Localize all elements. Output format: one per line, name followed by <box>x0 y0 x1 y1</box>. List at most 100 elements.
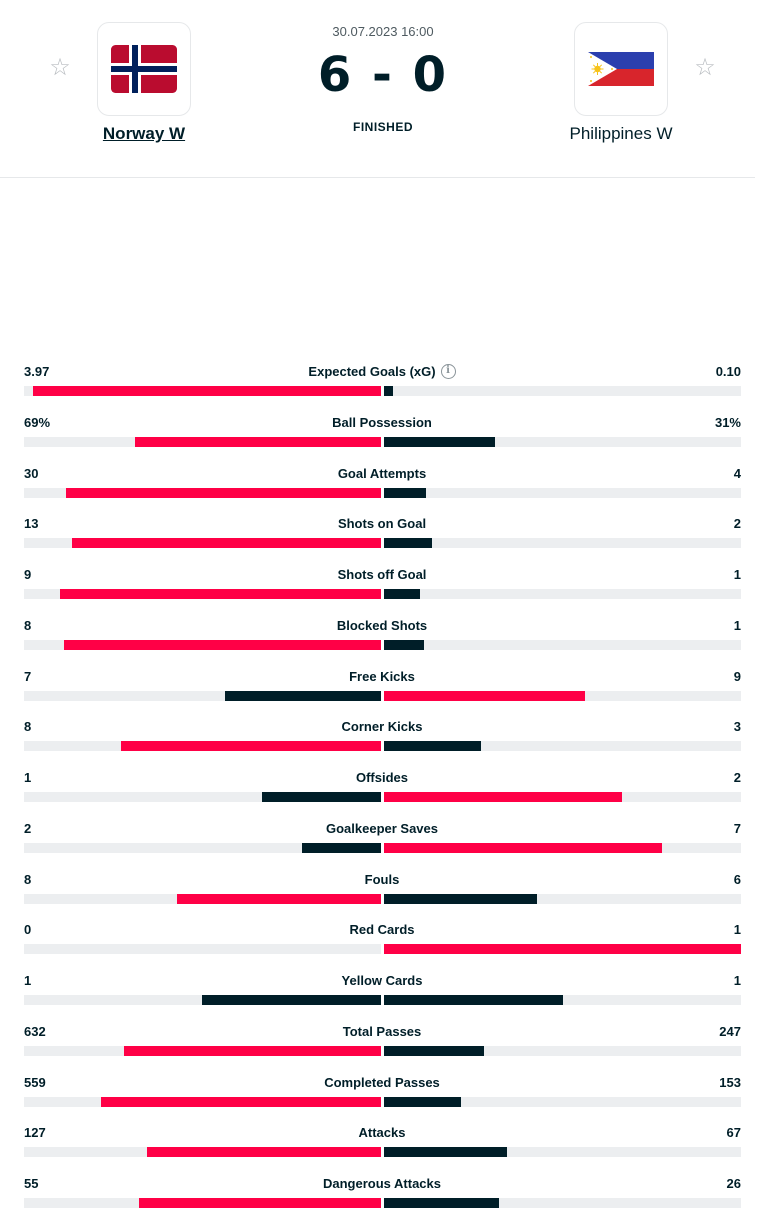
stat-away-value: 3 <box>733 719 741 735</box>
stat-row: 13 Shots on Goal 2 <box>24 514 741 565</box>
stat-row: 30 Goal Attempts 4 <box>24 464 741 515</box>
stat-track-home <box>24 690 381 701</box>
stat-label: Ball Possession <box>182 415 582 430</box>
stat-home-value: 1 <box>24 770 32 785</box>
stat-label-text: Expected Goals (xG) <box>308 364 436 379</box>
stat-home-value: 55 <box>24 1176 39 1191</box>
stat-home-value: 127 <box>24 1125 46 1141</box>
stat-track-home <box>24 995 381 1005</box>
stat-home-value: 1 <box>24 973 32 988</box>
favorite-star-icon-home[interactable]: ☆ <box>49 54 71 81</box>
stat-label-text: Goalkeeper Saves <box>325 820 439 836</box>
stat-label: Corner Kicks <box>182 719 582 734</box>
stat-label: Goal Attempts <box>182 466 582 481</box>
stat-row: 8 Corner Kicks 3 <box>24 717 741 768</box>
stat-bar-home <box>101 1096 381 1107</box>
stat-bar-away <box>384 690 585 701</box>
stat-track-away <box>384 538 741 549</box>
stat-away-value: 0.10 <box>715 364 741 379</box>
match-status: FINISHED <box>352 120 413 134</box>
stat-track-away <box>384 589 741 599</box>
stat-bar-home <box>302 842 381 853</box>
norway-flag-icon <box>111 45 177 93</box>
stat-track-away <box>384 1198 741 1208</box>
stat-label-text: Free Kicks <box>349 668 415 684</box>
stat-track-home <box>24 893 381 904</box>
stat-label: Goalkeeper Saves <box>182 821 582 836</box>
away-team-name[interactable]: Philippines W <box>569 124 673 143</box>
home-team-name[interactable]: Norway W <box>102 124 186 143</box>
stat-bar-away <box>384 995 563 1005</box>
stat-row: 3.97 Expected Goals (xG) i 0.10 <box>24 362 741 413</box>
stat-bar-away <box>384 893 537 904</box>
info-icon[interactable]: i <box>440 364 456 379</box>
away-team-logo[interactable] <box>574 22 668 116</box>
stat-away-value: 6 <box>733 871 741 887</box>
match-statistics: 3.97 Expected Goals (xG) i 0.10 69% Ball Poss… <box>24 362 741 1225</box>
stat-track-away <box>384 639 741 650</box>
stat-bar-away <box>384 1198 499 1208</box>
stat-track-away <box>384 741 741 752</box>
stat-bar-home <box>66 487 381 498</box>
stat-label: Attacks <box>182 1125 582 1140</box>
stat-row: 9 Shots off Goal 1 <box>24 565 741 616</box>
stat-home-value: 13 <box>24 516 39 532</box>
stat-row: 2 Goalkeeper Saves 7 <box>24 819 741 870</box>
stat-away-value: 247 <box>719 1023 741 1039</box>
stat-label: Shots off Goal <box>182 567 582 582</box>
match-score: 6 - 0 <box>317 47 449 103</box>
stat-track-home <box>24 741 381 752</box>
stat-bar-home <box>64 639 381 650</box>
stat-bar-away <box>384 1045 484 1056</box>
stat-bar-home <box>225 690 381 701</box>
stat-bar-away <box>384 792 622 802</box>
stat-track-home <box>24 842 381 853</box>
stat-away-value: 2 <box>733 770 741 785</box>
stat-away-value: 7 <box>733 820 741 836</box>
stat-track-home <box>24 436 381 447</box>
stat-row: 7 Free Kicks 9 <box>24 667 741 718</box>
stat-track-home <box>24 792 381 802</box>
stat-home-value: 30 <box>24 465 39 481</box>
stat-home-value: 8 <box>24 871 32 887</box>
stat-label: Red Cards <box>182 922 582 937</box>
stat-track-home <box>24 639 381 650</box>
stat-bar-away <box>384 538 432 549</box>
stat-label: Completed Passes <box>182 1075 582 1090</box>
stat-bar-home <box>121 741 381 752</box>
stat-bar-home <box>262 792 381 802</box>
stat-label: Fouls <box>182 872 582 887</box>
stat-label-text: Ball Possession <box>332 414 432 430</box>
stat-track-away <box>384 1096 741 1107</box>
stat-label: Dangerous Attacks <box>182 1176 582 1191</box>
stat-bar-home <box>202 995 381 1005</box>
stat-bar-away <box>384 589 420 599</box>
stat-label: Free Kicks <box>182 669 582 684</box>
stat-track-away <box>384 436 741 447</box>
stat-bar-home <box>135 436 381 447</box>
stat-track-home <box>24 1045 381 1056</box>
stat-label-text: Yellow Cards <box>341 973 423 988</box>
match-datetime: 30.07.2023 16:00 <box>332 24 434 39</box>
stat-label-text: Shots on Goal <box>337 516 427 532</box>
stat-bar-home <box>72 538 381 549</box>
stat-bar-home <box>124 1045 381 1056</box>
favorite-star-icon-away[interactable]: ☆ <box>694 54 716 81</box>
home-team-logo[interactable] <box>97 22 191 116</box>
stat-away-value: 67 <box>726 1125 741 1141</box>
stat-away-value: 153 <box>719 1074 741 1090</box>
stat-home-value: 2 <box>24 820 32 836</box>
match-header: ☆ Norway W 30.07.2023 16:00 6 - 0 FINISH… <box>0 0 755 178</box>
stat-away-value: 9 <box>733 668 741 684</box>
stat-away-value: 31% <box>714 414 741 430</box>
stat-bar-home <box>139 1198 381 1208</box>
stat-home-value: 8 <box>24 719 32 735</box>
stat-label-text: Fouls <box>364 871 400 887</box>
stat-label: Expected Goals (xG) i <box>182 364 582 379</box>
stat-away-value: 2 <box>733 516 741 532</box>
stat-row: 559 Completed Passes 153 <box>24 1073 741 1124</box>
stat-bar-away <box>384 1096 461 1107</box>
stat-track-away <box>384 792 741 802</box>
stat-track-home <box>24 589 381 599</box>
philippines-flag-icon <box>588 52 654 86</box>
